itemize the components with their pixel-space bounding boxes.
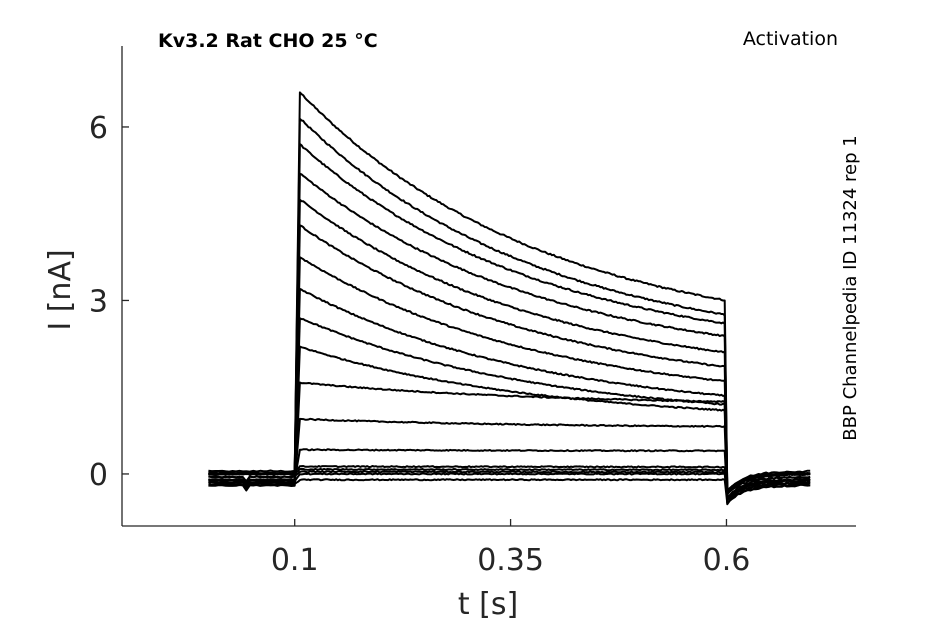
- x-tick-label: 0.35: [477, 543, 544, 578]
- x-ticks: 0.1 0.35 0.6: [271, 519, 750, 578]
- current-trace: [208, 172, 811, 495]
- y-axis-label: I [nA]: [43, 249, 78, 330]
- current-trace: [208, 287, 811, 501]
- current-trace: [208, 256, 811, 493]
- current-trace: [208, 472, 811, 501]
- current-trace: [208, 381, 811, 504]
- current-trace: [208, 143, 811, 492]
- y-tick-label: 3: [89, 284, 108, 319]
- current-trace: [208, 345, 811, 506]
- current-trace: [208, 478, 811, 505]
- channelpedia-id-label: BBP Channelpedia ID 11324 rep 1: [840, 135, 861, 440]
- x-tick-label: 0.6: [703, 543, 751, 578]
- current-trace: [208, 317, 811, 500]
- current-trace: [208, 448, 811, 499]
- current-trace: [208, 467, 811, 496]
- current-traces: [208, 91, 811, 506]
- current-trace: [208, 417, 811, 501]
- x-tick-label: 0.1: [271, 543, 319, 578]
- chart-title-right: Activation: [743, 28, 838, 50]
- y-tick-label: 0: [89, 458, 108, 493]
- current-trace: [208, 224, 811, 491]
- y-tick-label: 6: [89, 111, 108, 146]
- current-trace: [208, 91, 811, 491]
- chart-title-left: Kv3.2 Rat CHO 25 °C: [158, 30, 378, 52]
- current-trace: [208, 465, 811, 492]
- current-trace: [208, 470, 811, 494]
- y-ticks: 0 3 6: [89, 111, 129, 493]
- current-trace: [208, 198, 811, 499]
- x-axis-label: t [s]: [458, 587, 518, 622]
- current-trace: [208, 117, 811, 493]
